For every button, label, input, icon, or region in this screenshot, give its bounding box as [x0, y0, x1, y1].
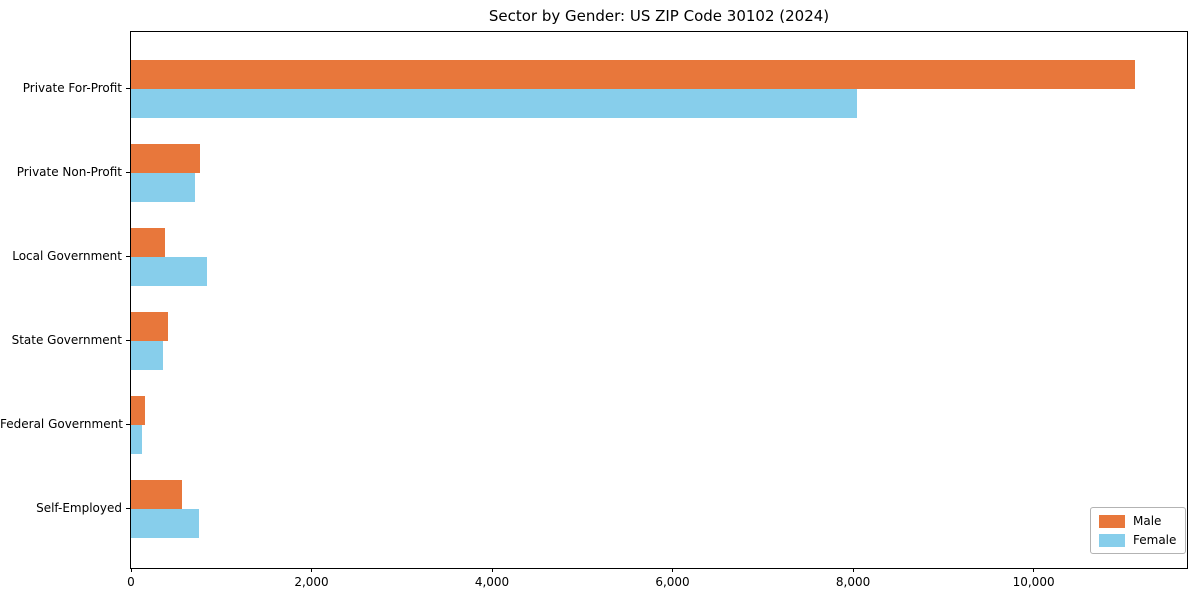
- bar-male-3: [131, 312, 168, 341]
- bar-female-5: [131, 509, 200, 538]
- legend: Male Female: [1090, 507, 1187, 554]
- x-axis-tick-label: 8,000: [835, 575, 871, 589]
- plot-area: [130, 31, 1188, 569]
- y-axis-category-label: Federal Government: [0, 417, 123, 431]
- y-axis-tick: [126, 424, 130, 425]
- legend-item-female: Female: [1099, 533, 1176, 547]
- bar-female-2: [131, 257, 207, 286]
- chart-title: Sector by Gender: US ZIP Code 30102 (202…: [488, 7, 830, 25]
- y-axis-tick: [126, 340, 130, 341]
- x-axis-tick: [1033, 568, 1035, 572]
- bar-male-1: [131, 144, 200, 173]
- y-axis-category-label: Local Government: [12, 249, 122, 263]
- y-axis-tick: [126, 88, 130, 89]
- x-axis-tick: [311, 568, 312, 572]
- bar-male-2: [131, 228, 166, 257]
- x-axis-tick-label: 6,000: [655, 575, 690, 589]
- legend-swatch-male: [1099, 514, 1125, 528]
- y-axis-category-label: State Government: [11, 333, 122, 347]
- bar-female-4: [131, 425, 142, 454]
- y-axis-tick: [126, 508, 130, 509]
- x-axis-tick: [672, 568, 673, 572]
- y-axis-category-label: Self-Employed: [36, 501, 122, 515]
- x-axis-tick-label: 4,000: [474, 575, 510, 589]
- legend-label: Male: [1133, 514, 1162, 528]
- bar-female-1: [131, 173, 196, 202]
- bar-male-5: [131, 480, 183, 509]
- legend-item-male: Male: [1099, 514, 1176, 528]
- x-axis-tick: [852, 568, 854, 572]
- bar-female-3: [131, 341, 163, 370]
- bar-male-0: [131, 60, 1135, 89]
- x-axis-tick-label: 2,000: [294, 575, 329, 589]
- x-axis-tick: [491, 568, 493, 572]
- x-axis-tick-label: 10,000: [1012, 575, 1055, 589]
- y-axis-tick: [126, 256, 130, 257]
- bar-male-4: [131, 396, 146, 425]
- x-axis-tick: [130, 568, 132, 572]
- y-axis-category-label: Private Non-Profit: [16, 165, 122, 179]
- y-axis-category-label: Private For-Profit: [22, 81, 122, 95]
- legend-swatch-female: [1099, 533, 1125, 547]
- y-axis-tick: [126, 172, 130, 173]
- legend-label: Female: [1133, 533, 1177, 547]
- x-axis-tick-label: 0: [127, 575, 135, 589]
- bar-female-0: [131, 89, 857, 118]
